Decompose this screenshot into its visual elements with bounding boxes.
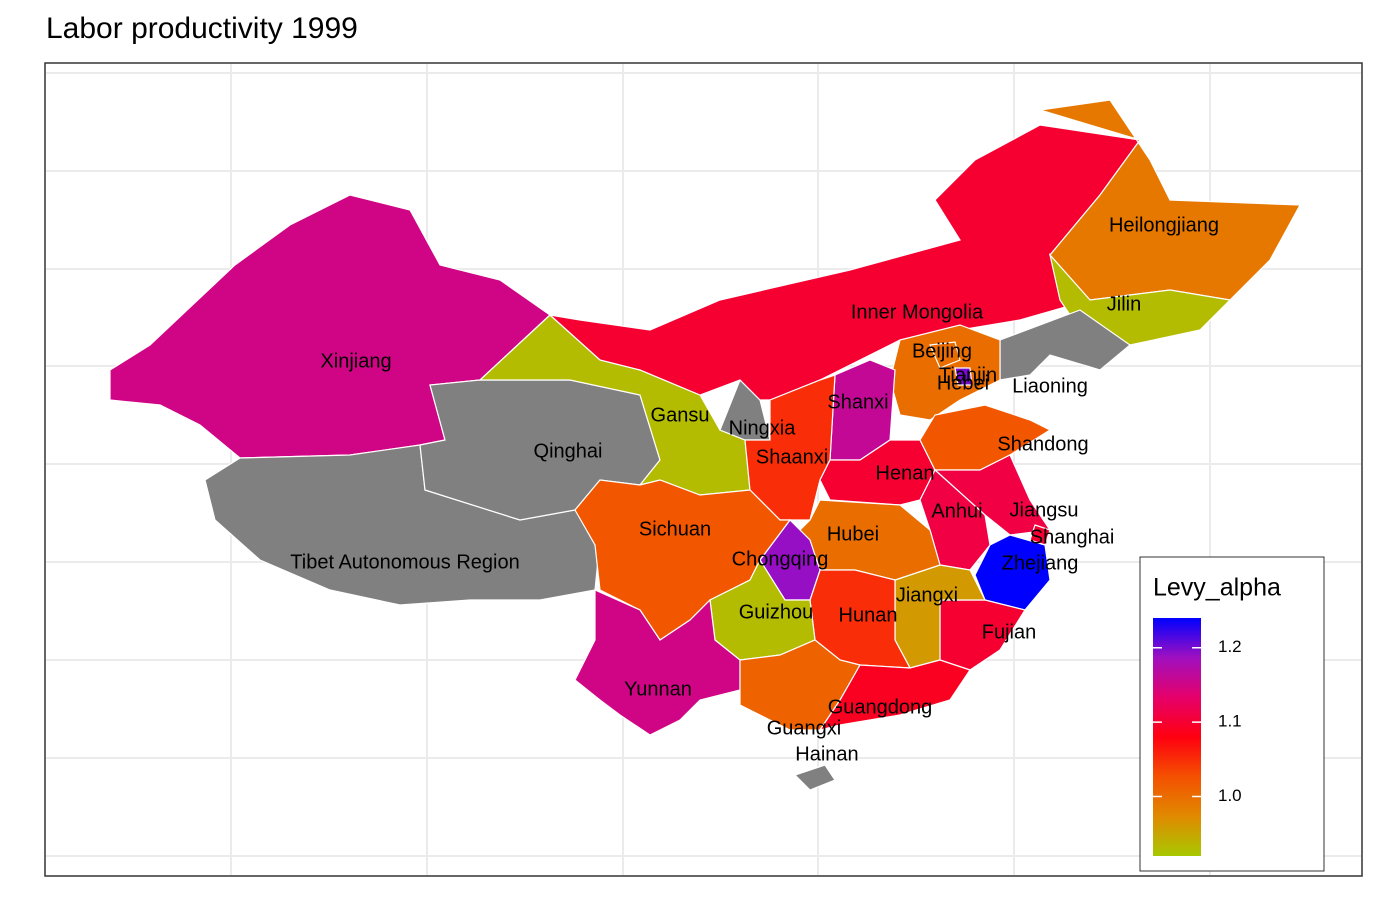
region-label: Tianjin	[939, 364, 997, 386]
region	[574, 589, 741, 736]
region-labels: Xinjiang Tibet Autonomous Region Qinghai Ga…	[290, 214, 1219, 765]
region-label: Henan	[876, 462, 935, 484]
region-label: Beijing	[912, 340, 972, 362]
region-label: Hainan	[795, 743, 858, 765]
region-label: Liaoning	[1012, 375, 1088, 397]
region	[818, 659, 971, 731]
panel-border	[44, 62, 1363, 877]
region	[954, 367, 973, 386]
region	[719, 378, 771, 441]
region-label: Qinghai	[534, 440, 603, 462]
colorbar-tick-label: 1.1	[1218, 712, 1242, 731]
region-label: Shanxi	[827, 391, 888, 413]
region-label: Fujian	[982, 621, 1036, 643]
region	[929, 341, 961, 369]
region-label: Hubei	[827, 523, 879, 545]
region-label: Gansu	[651, 404, 710, 426]
region-label: Yunnan	[624, 678, 692, 700]
region-label: Guangdong	[828, 696, 933, 718]
legend-title: Levy_alpha	[1153, 574, 1281, 602]
region-label: Chongqing	[732, 548, 829, 570]
region-label: Jilin	[1107, 293, 1141, 315]
colorbar	[1153, 618, 1201, 856]
region-label: Shaanxi	[756, 446, 828, 468]
legend-ticks: 1.0 1.1 1.2	[1153, 637, 1242, 805]
colorbar-tick-label: 1.0	[1218, 786, 1242, 805]
region-label: Guizhou	[739, 601, 814, 623]
colorbar-tick-label: 1.2	[1218, 637, 1242, 656]
region	[793, 764, 836, 791]
region-label: Hunan	[839, 604, 898, 626]
region-label: Tibet Autonomous Region	[290, 551, 519, 573]
region-label: Shanghai	[1030, 526, 1115, 548]
map-title: Labor productivity 1999	[46, 12, 358, 45]
region-label: Hebei	[937, 372, 989, 394]
region-label: Inner Mongolia	[851, 301, 984, 323]
region	[974, 534, 1051, 611]
region-label: Heilongjiang	[1109, 214, 1219, 236]
region-label: Guangxi	[767, 717, 842, 739]
region-label: Sichuan	[639, 518, 711, 540]
region-label: Ningxia	[729, 417, 797, 439]
regions	[109, 99, 1301, 791]
region-label: Shandong	[997, 433, 1088, 455]
region-label: Zhejiang	[1002, 552, 1079, 574]
region	[999, 309, 1131, 381]
region-label: Jiangsu	[1010, 499, 1079, 521]
region	[933, 454, 1052, 536]
region-label: Xinjiang	[320, 350, 391, 372]
region-label: Anhui	[931, 500, 982, 522]
region-label: Jiangxi	[896, 584, 958, 606]
